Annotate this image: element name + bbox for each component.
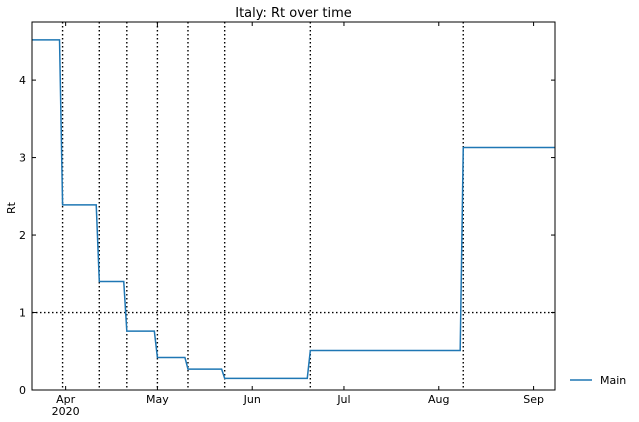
legend-label-main: Main [600,374,626,387]
reference-lines [32,22,555,390]
y-axis-label: Rt [5,201,18,214]
chart-title: Italy: Rt over time [235,6,352,21]
y-tick-label: 2 [19,229,26,242]
series-line-main [32,39,555,380]
plot-frame [31,21,556,391]
x-tick-sublabel: 2020 [52,405,80,418]
y-tick-label: 4 [19,74,26,87]
y-tick-label: 0 [19,384,26,397]
series-layer [32,39,555,380]
y-axis: 0 1 2 3 4 [19,74,555,397]
y-tick-label: 3 [19,152,26,165]
x-tick-label: Jun [243,393,261,406]
x-tick-label: Sep [523,393,544,406]
x-tick-label: Apr [56,393,76,406]
x-tick-label: Jul [336,393,350,406]
plot-area [32,22,555,390]
x-tick-label: Aug [428,393,449,406]
x-tick-label: May [146,393,169,406]
legend: Main [570,374,626,387]
y-tick-label: 1 [19,307,26,320]
